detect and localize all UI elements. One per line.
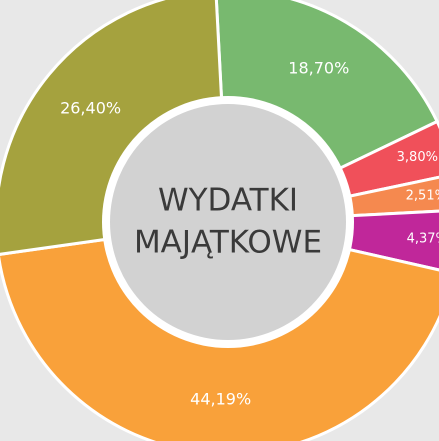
value-label: 3,80% xyxy=(397,150,438,165)
center-disc xyxy=(110,104,346,340)
value-label: 44,19% xyxy=(190,389,251,408)
value-label: 18,70% xyxy=(288,58,349,77)
chart-title: WYDATKI xyxy=(158,183,298,219)
chart-title: MAJĄTKOWE xyxy=(134,225,322,261)
value-label: 4,37% xyxy=(407,232,439,247)
value-label: 26,40% xyxy=(60,98,121,117)
value-label: 2,51% xyxy=(406,189,439,204)
